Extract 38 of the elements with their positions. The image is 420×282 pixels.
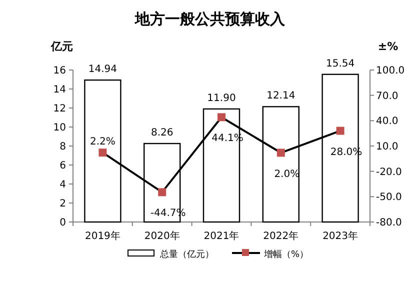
y2-tick-label: 70.0 <box>376 90 398 102</box>
y-axis-title: 亿元 <box>50 40 73 53</box>
point <box>98 148 107 157</box>
x-tick-label: 2023年 <box>322 230 358 242</box>
y2-axis-title: ±% <box>378 40 398 53</box>
y2-tick-label: -20.0 <box>376 166 402 178</box>
data-label: 11.90 <box>207 92 236 104</box>
y-tick-label: 8 <box>60 142 66 152</box>
y-tick-label: 2 <box>60 198 66 210</box>
y-tick-label: 16 <box>53 66 66 76</box>
y-tick-label: 0 <box>60 218 66 228</box>
y-tick-label: 4 <box>60 180 66 190</box>
point <box>276 148 285 157</box>
data-label: 8.26 <box>150 128 174 139</box>
legend-label: 增幅（%） <box>263 249 309 260</box>
y-tick-label: 6 <box>60 160 66 172</box>
chart-title: 地方一般公共预算收入 <box>134 10 286 28</box>
data-label: 14.94 <box>88 64 118 76</box>
x-tick-label: 2020年 <box>144 230 180 242</box>
y2-tick-label: 40.0 <box>376 116 398 128</box>
point <box>218 113 226 122</box>
data-label: 2.0% <box>274 168 300 180</box>
x-tick-label: 2021年 <box>204 230 240 242</box>
point <box>158 188 166 196</box>
x-tick-label: 2019年 <box>84 230 120 242</box>
data-label: 12.14 <box>266 90 296 102</box>
y-tick-label: 12 <box>53 104 66 114</box>
data-label: 2.2% <box>90 136 116 148</box>
legend-label: 总量（亿元） <box>159 249 214 260</box>
x-tick-label: 2022年 <box>263 230 299 242</box>
y2-tick-label: 100.0 <box>376 66 405 76</box>
y2-tick-label: -80.0 <box>376 218 402 228</box>
point <box>336 126 344 135</box>
y-tick-label: 14 <box>53 84 66 96</box>
data-label: 15.54 <box>326 58 355 70</box>
y2-tick-label: 10.0 <box>376 142 398 152</box>
y-tick-label: 10 <box>53 122 66 134</box>
y2-tick-label: -50.0 <box>376 192 402 204</box>
